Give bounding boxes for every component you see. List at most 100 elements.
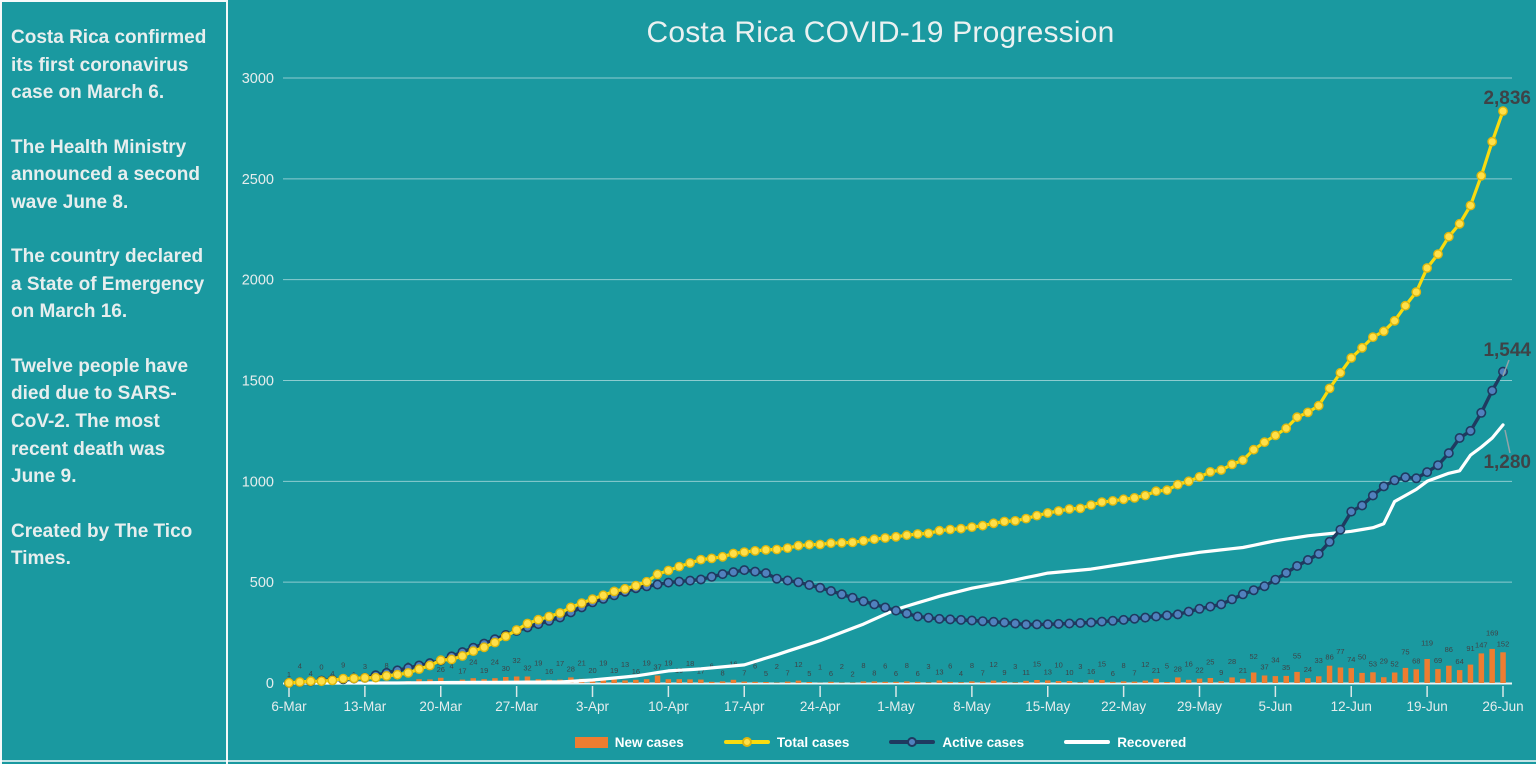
new-cases-bar-label: 19 [599,659,607,668]
new-cases-bar [958,682,964,683]
total-cases-marker [891,531,901,542]
new-cases-bar-label: 6 [883,661,887,670]
new-cases-bar-label: 24 [491,658,499,667]
total-cases-marker [826,538,836,549]
legend-item: Total cases [723,735,849,750]
new-cases-bar-label: 75 [1401,647,1409,656]
new-cases-bar-label: 68 [1412,656,1420,665]
total-cases-marker [967,522,977,532]
new-cases-bar-label: 3 [363,662,367,671]
new-cases-bar-label: 8 [385,661,389,670]
total-cases-marker [1324,383,1335,394]
new-cases-bar-label: 3 [926,662,930,671]
leader-line-recovered [1504,429,1511,454]
x-axis-tick-label: 10-Apr [648,699,689,714]
new-cases-bar-label: 7 [981,669,985,678]
new-cases-bar [1001,681,1008,683]
new-cases-bar-label: 4 [309,669,313,678]
total-cases-marker [1476,170,1487,181]
new-cases-bar-label: 3 [1078,662,1082,671]
new-cases-bar [1446,665,1452,683]
active-cases-marker [1270,574,1281,585]
new-cases-bar [1207,678,1214,683]
new-cases-bar [665,679,672,683]
new-cases-bar-label: 86 [1325,653,1333,662]
total-cases-marker [1086,500,1097,510]
new-cases-bar-label: 8 [970,661,974,670]
new-cases-bar [1175,677,1181,683]
new-cases-bar [1023,680,1029,683]
total-cases-marker [652,569,663,580]
new-cases-bar-label: 2 [840,662,844,671]
new-cases-bar-label: 4 [959,669,963,678]
new-cases-bar [1402,667,1409,683]
new-cases-bar-label: 8 [721,668,725,677]
active-cases-marker [1476,407,1487,418]
new-cases-bar [795,680,802,683]
new-cases-bar-label: 12 [794,660,802,669]
new-cases-bar-label: 4 [450,662,454,671]
new-cases-bar-label: 2 [851,670,855,679]
total-cases-marker [1454,218,1465,229]
new-cases-bar [784,681,791,683]
total-cases-marker [533,614,544,625]
x-axis-tick-label: 20-Mar [419,699,462,714]
new-cases-bar [1424,659,1430,683]
total-cases-marker [988,518,999,529]
x-axis-tick-label: 19-Jun [1406,699,1447,714]
total-cases-marker [1162,485,1172,496]
active-cases-marker [825,585,836,596]
new-cases-bar-label: 5 [1165,662,1169,671]
active-cases-marker [1086,617,1097,628]
active-cases-marker [858,596,869,607]
active-cases-marker [1162,610,1173,621]
active-cases-marker [652,579,663,590]
new-cases-bar-label: 77 [1336,647,1344,656]
total-cases-marker [761,545,771,555]
new-cases-bar-label: 0 [319,663,323,672]
new-cases-bar [1283,675,1289,683]
new-cases-bar [643,679,650,683]
total-cases-marker [1194,471,1205,482]
new-cases-bar [1034,680,1040,683]
new-cases-bar-label: 13 [621,660,629,669]
total-cases-marker [706,553,717,564]
total-cases-marker [847,537,858,548]
new-cases-bar-label: 8 [872,668,876,677]
new-cases-bar [1359,672,1365,683]
active-cases-marker [1433,460,1444,471]
active-cases-marker [1042,619,1053,630]
new-cases-bar [1435,669,1441,683]
new-cases-bar [1348,668,1354,683]
active-cases-marker [847,592,858,603]
active-cases-marker [1194,603,1205,614]
total-cases-marker [609,586,620,597]
new-cases-bar-label: 37 [653,663,661,672]
new-cases-bar [914,681,921,683]
total-cases-marker [359,672,370,683]
total-cases-marker [381,671,392,681]
active-cases-marker [663,577,674,588]
total-cases-marker [912,529,923,539]
new-cases-bar-label: 74 [1347,655,1355,664]
legend-swatch-bar [574,736,608,748]
new-cases-bar [1250,672,1257,683]
active-cases-marker [1216,599,1227,610]
new-cases-bar-label: 8 [1122,661,1126,670]
active-cases-marker [1205,601,1216,612]
total-cases-marker [489,637,500,648]
new-cases-bar [871,681,878,683]
total-cases-marker [1313,400,1324,411]
total-cases-marker [555,608,565,618]
active-cases-marker [1302,554,1313,565]
new-cases-bar-label: 6 [916,669,920,678]
new-cases-bar-label: 7 [1132,669,1136,678]
new-cases-bar-label: 169 [1486,628,1499,637]
total-cases-marker [1107,495,1118,506]
total-cases-marker [620,583,630,594]
new-cases-bar [904,681,910,683]
active-cases-marker [1075,617,1086,628]
new-cases-bar [438,677,444,683]
new-cases-bar [1045,680,1051,683]
new-cases-bar-label: 17 [458,667,466,676]
